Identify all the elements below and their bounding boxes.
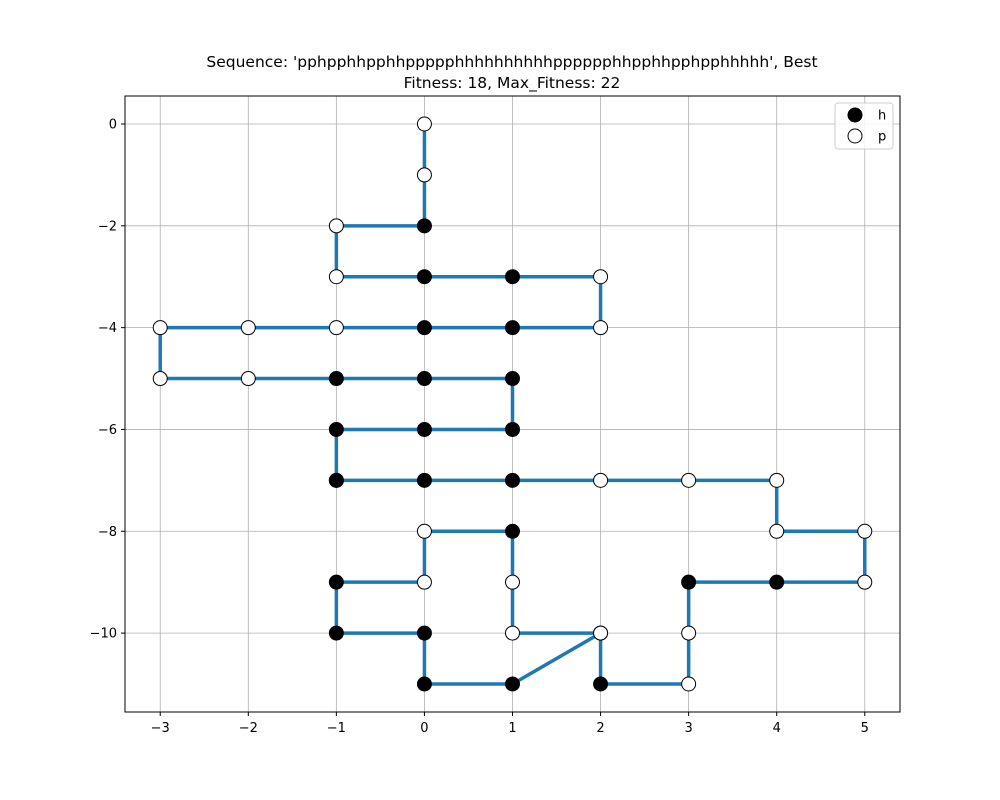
residue-point-p [416, 574, 432, 590]
residue-point-h [328, 472, 344, 488]
residue-point-h [328, 625, 344, 641]
legend-marker-p [847, 128, 863, 144]
legend: h p [834, 102, 894, 150]
y-tick-label: 0 [109, 118, 117, 133]
residue-point-p [769, 472, 785, 488]
y-tick-label: −4 [98, 321, 117, 336]
x-tick-label: 5 [861, 721, 869, 736]
residue-point-h [505, 676, 520, 692]
y-tick-label: −2 [98, 219, 117, 234]
residue-point-h [416, 269, 432, 285]
residue-point-h [505, 320, 520, 336]
residue-point-h [416, 421, 432, 437]
y-tick-label: −10 [90, 627, 117, 642]
residue-point-h [328, 371, 344, 387]
residue-point-h [416, 472, 432, 488]
chain-polyline [158, 124, 867, 686]
residue-point-p [681, 472, 697, 488]
chart-title-line-1: Sequence: 'pphpphhpphhppppphhhhhhhhhhppp… [206, 53, 817, 71]
residue-point-h [416, 676, 432, 692]
residue-point-p [505, 574, 520, 590]
residue-point-p [152, 320, 168, 336]
y-tick-label: −8 [98, 525, 117, 540]
residue-point-h [505, 421, 520, 437]
residue-point-h [681, 574, 697, 590]
residue-point-h [416, 625, 432, 641]
x-tick-label: 4 [773, 721, 781, 736]
x-tick-label: 2 [596, 721, 604, 736]
chain-line [158, 124, 867, 686]
residue-point-p [416, 167, 432, 183]
legend-marker-h [847, 107, 863, 123]
residue-point-p [240, 320, 256, 336]
x-tick-label: 1 [508, 721, 516, 736]
chart-title-line-2: Fitness: 18, Max_Fitness: 22 [404, 74, 621, 93]
residue-point-p [857, 574, 873, 590]
residue-point-h [416, 371, 432, 387]
residue-point-p [328, 218, 344, 234]
residue-point-p [593, 320, 609, 336]
residue-point-p [328, 269, 344, 285]
residue-point-h [328, 574, 344, 590]
residue-point-h [328, 421, 344, 437]
residue-point-p [857, 523, 873, 539]
residue-point-h [769, 574, 785, 590]
x-tick-label: −2 [239, 721, 258, 736]
residue-point-p [416, 116, 432, 132]
y-tick-label: −6 [98, 423, 117, 438]
residue-point-h [505, 371, 520, 387]
residue-point-p [416, 523, 432, 539]
axis-ticks: −3 −2 −1 0 1 2 3 4 50−2−4−6−8−10 [90, 118, 869, 737]
residue-point-p [681, 676, 697, 692]
residue-point-h [505, 523, 520, 539]
x-tick-label: 0 [420, 721, 428, 736]
legend-label-h: h [878, 109, 886, 124]
x-tick-label: 3 [684, 721, 692, 736]
residue-point-h [505, 269, 520, 285]
residue-point-p [769, 523, 785, 539]
residue-point-p [593, 625, 609, 641]
residue-point-p [505, 625, 520, 641]
residue-point-p [240, 371, 256, 387]
residue-point-h [593, 676, 609, 692]
residue-point-h [416, 218, 432, 234]
residue-point-p [681, 625, 697, 641]
residue-point-p [593, 269, 609, 285]
residue-point-p [593, 472, 609, 488]
residue-point-p [152, 371, 168, 387]
x-tick-label: −3 [151, 721, 170, 736]
residue-points [152, 116, 873, 692]
x-tick-label: −1 [327, 721, 346, 736]
residue-point-p [328, 320, 344, 336]
legend-label-p: p [878, 130, 886, 145]
residue-point-h [416, 320, 432, 336]
residue-point-h [505, 472, 520, 488]
